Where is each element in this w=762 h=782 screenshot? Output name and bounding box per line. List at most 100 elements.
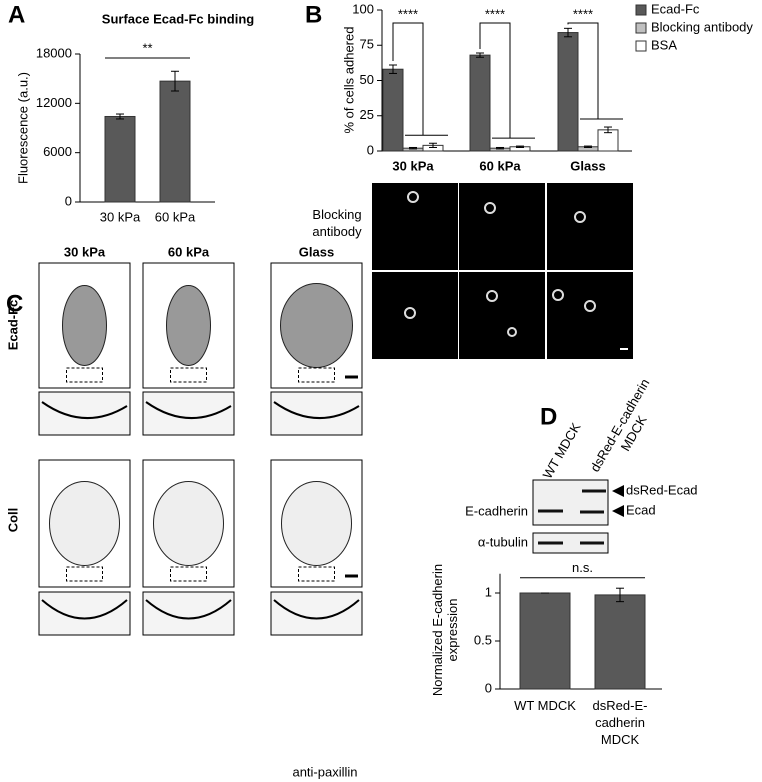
edge [41,401,128,419]
y-axis-label: Fluorescence (a.u.) [15,72,30,184]
cell [574,211,586,223]
x-tick-label-box: dsRed-E-cadherin MDCK [592,698,648,747]
cell [584,300,596,312]
bar [104,115,136,203]
x-tick-label: Glass [570,158,605,173]
arrowhead [612,505,624,517]
edge [273,599,360,620]
significance-bracket [567,22,599,120]
zoom [38,391,131,436]
significance-label: **** [485,6,505,21]
lane-label-box: dsRed-E-cadherin MDCK [587,376,653,475]
zoom [270,391,363,436]
zoom [142,591,235,636]
micrograph [547,272,633,359]
roi [298,367,335,383]
zoom [270,591,363,636]
cell [407,191,419,203]
bar [594,594,646,690]
significance-bracket [392,22,424,136]
x-tick-label: 30 kPa [100,209,141,224]
column-label: Glass [299,244,334,259]
y-tick-label: 12000 [36,95,72,110]
row-label-box: Blocking antibody [312,207,362,239]
zoom [38,591,131,636]
y-axis-label-box: Normalized E-cadherin expression [430,563,460,697]
row-label: E-cadherin [465,503,528,518]
micrograph [547,183,633,270]
micrograph [372,183,458,270]
bar [159,80,191,203]
edge [273,401,360,419]
significance-label: **** [398,6,418,21]
panel-letter: C [6,290,23,317]
bar [557,32,579,152]
lane-label: dsRed-E-cadherin MDCK [587,376,653,475]
cell [49,481,120,566]
caption: anti-paxillin [292,764,357,779]
edge [41,599,128,620]
cell [166,285,211,366]
x-tick-label-box: WT MDCK [514,698,576,713]
blot [532,479,609,526]
cell [486,290,498,302]
significance-label: ** [142,40,152,55]
edge [145,401,232,419]
row-label: Blocking antibody [312,207,362,239]
legend-label: BSA [651,37,677,52]
cell [552,289,564,301]
legend-label: Ecad-Fc [651,1,700,16]
cell [153,481,224,566]
cell [507,327,517,337]
cell [404,307,416,319]
arrowhead [612,485,624,497]
row-label: α-tubulin [478,534,528,549]
y-tick-label: 0 [485,680,492,695]
roi [170,566,207,582]
cell [281,481,352,566]
cell [62,285,107,366]
y-tick-label: 6000 [43,144,72,159]
y-tick-label: 18000 [36,45,72,60]
roi [298,566,335,582]
column-label: 60 kPa [168,244,210,259]
legend-swatch [635,40,647,52]
bar [469,54,491,152]
bar [519,592,571,690]
micrograph [459,272,545,359]
legend-swatch [635,4,647,16]
chart-title: Surface Ecad-Fc binding [102,11,254,26]
y-tick-label: 50 [360,72,374,87]
y-tick-label: 25 [360,107,374,122]
x-tick-label: dsRed-E-cadherin MDCK [592,698,648,747]
legend-swatch [635,22,647,34]
zoom [142,391,235,436]
bar [382,68,404,152]
band-label: dsRed-Ecad [626,482,698,497]
row-label: Coll [5,508,20,533]
cell [484,202,496,214]
panel-letter: B [305,1,322,28]
legend-label: Blocking antibody [651,19,753,34]
y-tick-label: 1 [485,584,492,599]
significance-label: n.s. [572,560,593,575]
x-tick-label: 60 kPa [155,209,196,224]
edge [145,599,232,620]
row-label: Ecad-Fc [5,300,20,351]
y-tick-label: 0.5 [474,632,492,647]
significance-label: **** [573,6,593,21]
blot [532,532,609,554]
roi [66,367,103,383]
roi [170,367,207,383]
y-axis-label: Normalized E-cadherin expression [430,563,460,697]
significance-bracket [479,22,511,139]
x-tick-label: WT MDCK [514,698,576,713]
x-tick-label: 30 kPa [392,158,434,173]
band-label: Ecad [626,502,656,517]
panel-letter: D [540,403,557,430]
y-tick-label: 0 [367,142,374,157]
y-tick-label: 75 [360,37,374,52]
x-tick-label: 60 kPa [479,158,521,173]
